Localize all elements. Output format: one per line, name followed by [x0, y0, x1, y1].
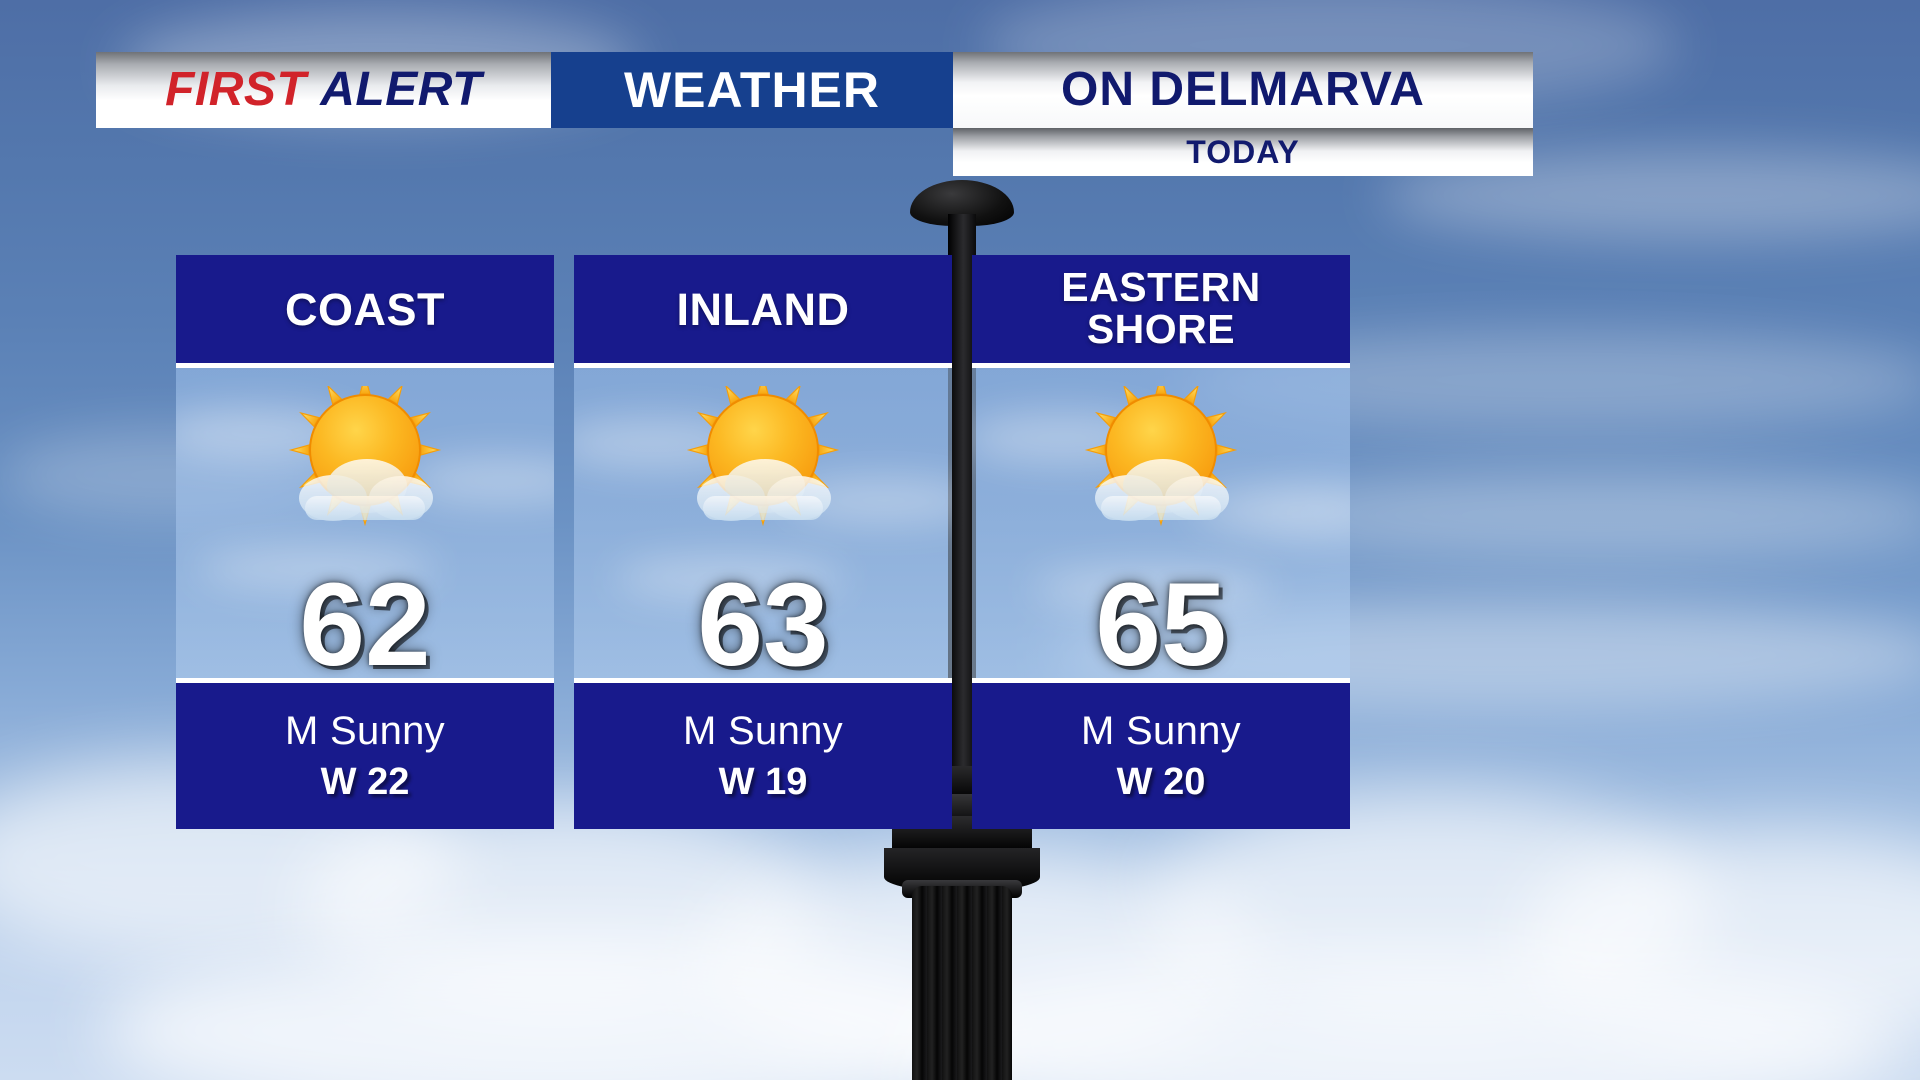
panel-header-coast: COAST — [176, 255, 554, 363]
region-title-group: ON DELMARVA TODAY — [953, 52, 1533, 176]
panel-condition-text: M Sunny — [1081, 709, 1241, 753]
panel-condition-text: M Sunny — [683, 709, 843, 753]
panel-region-label: COAST — [285, 283, 445, 335]
panel-footer-eastern-shore: M Sunny W 20 — [972, 683, 1350, 829]
lamp-post-background-object — [884, 180, 1040, 1080]
partly-sunny-icon — [679, 373, 847, 536]
panel-condition-text: M Sunny — [285, 709, 445, 753]
panel-footer-inland: M Sunny W 19 — [574, 683, 952, 829]
period-subtitle-block: TODAY — [953, 128, 1533, 176]
forecast-panel-coast: COAST — [176, 255, 554, 829]
panel-temperature: 65 — [1095, 559, 1227, 678]
panel-body-eastern-shore: 65 — [972, 368, 1350, 678]
panel-divider-rule — [176, 363, 554, 368]
first-alert-alert-word: ALERT — [320, 63, 482, 116]
forecast-panel-inland: INLAND — [574, 255, 952, 829]
panel-wind-text: W 20 — [1116, 761, 1206, 803]
panel-header-eastern-shore: EASTERN SHORE — [972, 255, 1350, 363]
panel-divider-rule — [176, 678, 554, 683]
first-alert-first-word: FIRST — [165, 63, 307, 116]
panel-temperature: 63 — [697, 559, 829, 678]
forecast-panel-row: COAST — [176, 255, 1350, 829]
period-subtitle-text: TODAY — [1186, 134, 1300, 170]
region-title-block: ON DELMARVA — [953, 52, 1533, 128]
partly-sunny-icon — [281, 373, 449, 536]
panel-divider-rule — [574, 363, 952, 368]
weather-title-block: WEATHER — [551, 52, 953, 128]
panel-region-label: INLAND — [676, 283, 850, 335]
panel-divider-rule — [972, 678, 1350, 683]
forecast-panel-eastern-shore: EASTERN SHORE — [972, 255, 1350, 829]
brand-header-bar: FIRST ALERT WEATHER ON DELMARVA TODAY — [96, 52, 1533, 176]
panel-region-label: EASTERN SHORE — [1061, 264, 1261, 352]
panel-header-inland: INLAND — [574, 255, 952, 363]
panel-wind-text: W 19 — [718, 761, 808, 803]
weather-title-text: WEATHER — [623, 62, 881, 118]
first-alert-logo: FIRST ALERT — [96, 52, 551, 128]
panel-footer-coast: M Sunny W 22 — [176, 683, 554, 829]
panel-divider-rule — [972, 363, 1350, 368]
region-title-text: ON DELMARVA — [1061, 63, 1425, 116]
panel-divider-rule — [574, 678, 952, 683]
panel-temperature: 62 — [299, 559, 431, 678]
panel-body-inland: 63 — [574, 368, 952, 678]
partly-sunny-icon — [1077, 373, 1245, 536]
panel-wind-text: W 22 — [320, 761, 410, 803]
panel-body-coast: 62 — [176, 368, 554, 678]
